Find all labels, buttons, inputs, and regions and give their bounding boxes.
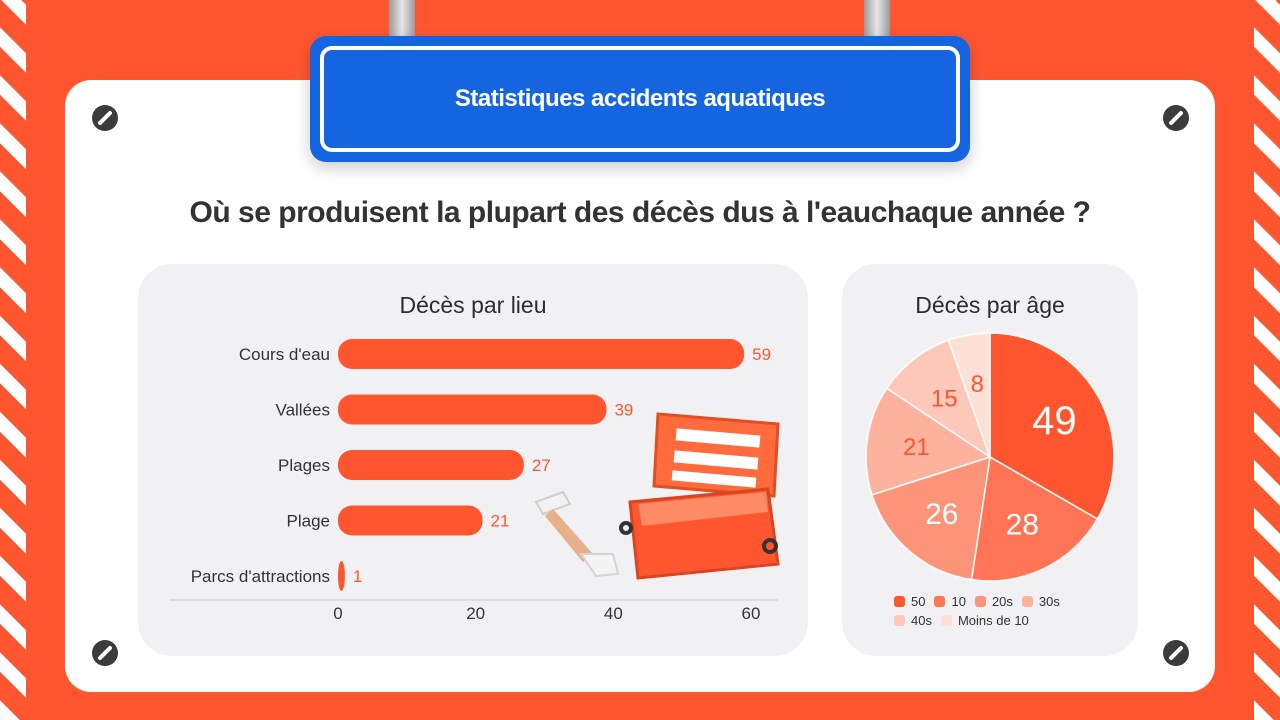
toolbox-illustration — [534, 412, 780, 580]
bar — [338, 394, 607, 425]
legend-label: 40s — [911, 613, 932, 628]
legend-item: 50 — [894, 594, 925, 609]
bar — [338, 505, 483, 536]
pie-slice — [970, 455, 1099, 582]
pie-slice — [885, 339, 992, 459]
pie-value-label: 21 — [903, 434, 930, 461]
pie-value-label: 26 — [925, 498, 958, 531]
legend-swatch — [940, 615, 952, 626]
left-hazard-stripes — [0, 0, 26, 720]
legend-swatch — [934, 596, 946, 607]
legend-label: 20s — [991, 594, 1013, 609]
screw-icon — [1163, 640, 1189, 666]
x-tick-label: 0 — [333, 604, 342, 623]
legend-label: 50 — [911, 594, 926, 609]
title-banner-frame: Statistiques accidents aquatiques — [320, 46, 960, 152]
bar-chart: Cours d'eau 59 Vallées 39 Plages 27 Plage 21 Par… — [170, 339, 780, 623]
x-tick-label: 20 — [466, 604, 485, 623]
bar-chart-panel: Décès par lieu Cours d'eau 59 Vallées 39 Pla… — [138, 264, 808, 656]
pie-slice — [865, 387, 992, 496]
pie-value-label: 15 — [931, 386, 958, 413]
category-label: Plages — [278, 456, 330, 475]
legend-item: 10 — [934, 594, 966, 609]
legend-swatch — [974, 596, 986, 607]
pie-slice — [947, 332, 991, 458]
bar-value-label: 39 — [614, 401, 633, 420]
title-banner: Statistiques accidents aquatiques — [310, 36, 970, 162]
bar — [338, 339, 745, 369]
legend-item: 30s — [1021, 594, 1060, 609]
category-label: Parcs d'attractions — [191, 567, 330, 586]
legend-item: 20s — [974, 594, 1013, 609]
bars: Cours d'eau 59 Vallées 39 Plages 27 Plage 21 Par… — [191, 339, 771, 591]
bar-value-label: 59 — [752, 345, 771, 364]
screw-icon — [92, 105, 118, 131]
screw-icon — [92, 640, 118, 666]
legend-label: Moins de 10 — [957, 613, 1029, 628]
pie-chart-title: Décès par âge — [915, 292, 1065, 318]
x-tick-label: 40 — [604, 604, 623, 623]
bar-value-label: 21 — [491, 512, 510, 531]
category-label: Plage — [287, 512, 330, 531]
bar — [338, 450, 524, 480]
category-label: Vallées — [276, 401, 331, 420]
legend-label: 10 — [951, 594, 966, 609]
pie-value-label: 8 — [971, 371, 984, 398]
legend-item: Moins de 10 — [940, 613, 1029, 628]
bar-value-label: 27 — [532, 456, 551, 475]
pie-value-label: 28 — [1006, 509, 1039, 542]
legend-swatch — [894, 615, 905, 626]
pie-slice — [870, 455, 991, 581]
question-heading: Où se produisent la plupart des décès du… — [189, 196, 1091, 229]
bar-value-label: 1 — [353, 567, 362, 586]
pie-slice — [989, 332, 1115, 521]
category-label: Cours d'eau — [239, 345, 330, 364]
x-tick-label: 60 — [742, 604, 761, 623]
legend-item: 40s — [894, 613, 932, 628]
legend-swatch — [894, 596, 905, 607]
legend-swatch — [1021, 596, 1033, 607]
sign-pole-left — [389, 0, 415, 38]
legend-label: 30s — [1038, 594, 1060, 609]
pie-legend: 50 10 20s 30s 40s Moins de 10 — [894, 594, 1114, 628]
bar — [338, 561, 345, 591]
sign-pole-right — [864, 0, 890, 38]
pie-value-label: 49 — [1032, 399, 1077, 443]
screw-icon — [1163, 105, 1189, 131]
pie-chart-panel: Décès par âge 49 28 26 21 15 8 50 10 20s 30s 40s M… — [842, 264, 1138, 656]
right-hazard-stripes — [1254, 0, 1280, 720]
page-title: Statistiques accidents aquatiques — [454, 85, 826, 112]
bar-chart-title: Décès par lieu — [399, 292, 547, 318]
